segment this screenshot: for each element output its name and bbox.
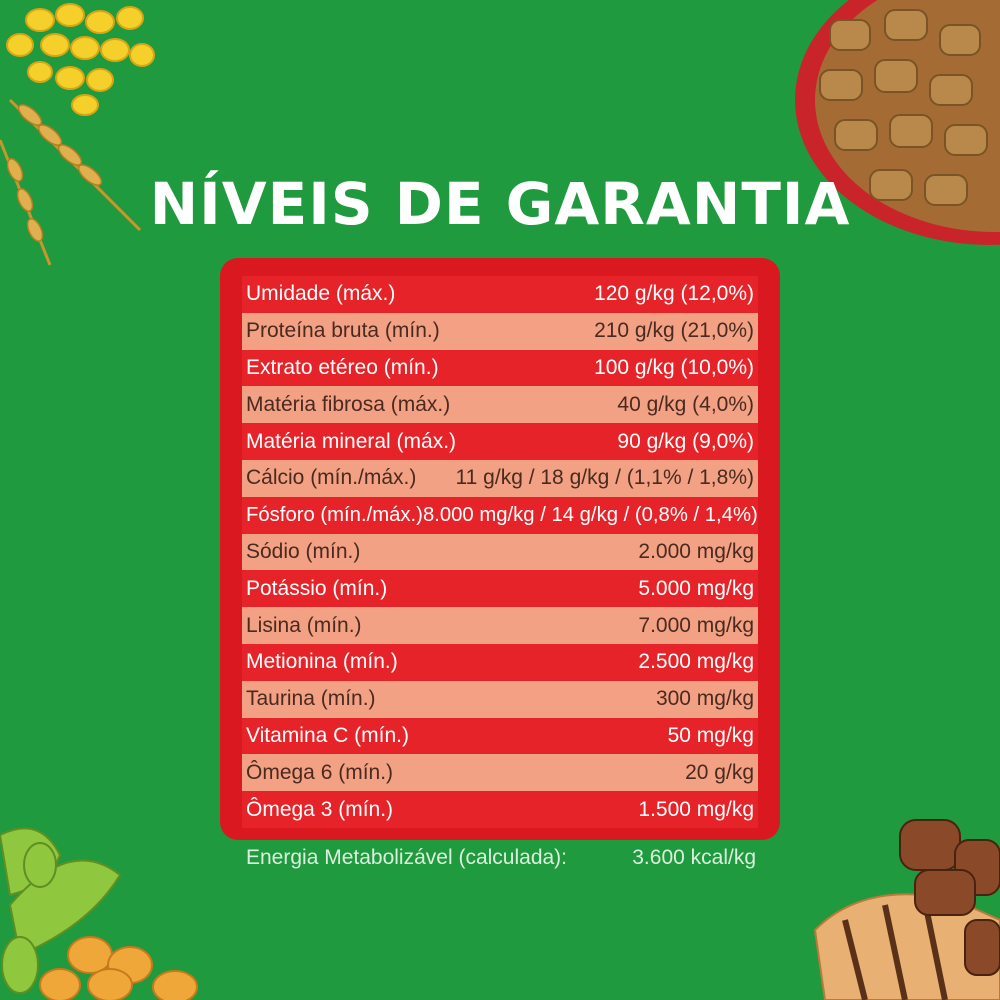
table-row: Matéria mineral (máx.) 90 g/kg (9,0%): [242, 423, 758, 460]
row-value: 120 g/kg (12,0%): [594, 282, 754, 306]
row-value: 100 g/kg (10,0%): [594, 355, 754, 379]
corn-kernels-image: [6, 3, 155, 116]
table-row: Proteína bruta (mín.) 210 g/kg (21,0%): [242, 312, 758, 350]
table-row: Potássio (mín.) 5.000 mg/kg: [242, 570, 758, 608]
row-value: 11 g/kg / 18 g/kg / (1,1% / 1,8%): [455, 466, 754, 490]
row-label: Cálcio (mín./máx.): [246, 466, 417, 490]
row-label: Fósforo (mín./máx.): [246, 503, 423, 526]
row-value: 300 mg/kg: [655, 687, 754, 711]
row-value: 40 g/kg (4,0%): [617, 392, 754, 416]
table-row: Lisina (mín.) 7.000 mg/kg: [242, 607, 758, 644]
row-value: 8.000 mg/kg / 14 g/kg / (0,8% / 1,4%): [422, 503, 758, 526]
row-value: 1.500 mg/kg: [638, 797, 754, 821]
row-label: Extrato etéreo (mín.): [246, 355, 439, 379]
table-row: Matéria fibrosa (máx.) 40 g/kg (4,0%): [242, 386, 758, 424]
energy-value: 3.600 kcal/kg: [632, 846, 756, 869]
table-row: Sódio (mín.) 2.000 mg/kg: [242, 533, 758, 571]
row-label: Taurina (mín.): [246, 687, 376, 711]
row-value: 7.000 mg/kg: [638, 613, 754, 637]
row-value: 210 g/kg (21,0%): [594, 319, 754, 343]
table-row: Fósforo (mín./máx.) 8.000 mg/kg / 14 g/kg…: [242, 496, 758, 534]
row-label: Matéria mineral (máx.): [246, 429, 457, 453]
wheat-stalk-image: [0, 98, 142, 266]
row-label: Lisina (mín.): [246, 613, 362, 637]
table-row: Ômega 3 (mín.) 1.500 mg/kg: [242, 791, 758, 828]
soybeans-image: [0, 827, 198, 1000]
row-label: Umidade (máx.): [246, 282, 396, 306]
kibble-bowl-image: [795, 0, 1000, 245]
row-label: Metionina (mín.): [246, 650, 398, 674]
energy-line: Energia Metabolizável (calculada): 3.600…: [246, 846, 756, 870]
row-value: 2.500 mg/kg: [638, 650, 754, 674]
row-label: Matéria fibrosa (máx.): [246, 392, 451, 416]
row-label: Vitamina C (mín.): [246, 723, 409, 747]
row-label: Ômega 3 (mín.): [246, 797, 394, 821]
row-value: 2.000 mg/kg: [638, 539, 754, 563]
table-row: Metionina (mín.) 2.500 mg/kg: [242, 643, 758, 681]
table-row: Extrato etéreo (mín.) 100 g/kg (10,0%): [242, 349, 758, 387]
page-title: NÍVEIS DE GARANTIA: [149, 170, 851, 238]
row-value: 50 mg/kg: [667, 723, 754, 747]
table-row: Vitamina C (mín.) 50 mg/kg: [242, 717, 758, 755]
row-label: Ômega 6 (mín.): [246, 760, 394, 784]
energy-label: Energia Metabolizável (calculada):: [246, 846, 567, 869]
row-label: Proteína bruta (mín.): [246, 319, 440, 343]
row-value: 20 g/kg: [685, 760, 754, 784]
table-row: Umidade (máx.) 120 g/kg (12,0%): [242, 276, 758, 313]
table-row: Taurina (mín.) 300 mg/kg: [242, 680, 758, 718]
table-row: Ômega 6 (mín.) 20 g/kg: [242, 754, 758, 792]
row-label: Sódio (mín.): [246, 539, 361, 563]
table-row: Cálcio (mín./máx.) 11 g/kg / 18 g/kg / (1…: [242, 459, 758, 497]
row-value: 5.000 mg/kg: [638, 576, 754, 600]
row-label: Potássio (mín.): [246, 576, 388, 600]
grilled-meat-image: [813, 819, 1000, 1000]
row-value: 90 g/kg (9,0%): [617, 429, 754, 453]
guarantee-levels-table: Umidade (máx.) 120 g/kg (12,0%) Proteína …: [220, 258, 780, 840]
